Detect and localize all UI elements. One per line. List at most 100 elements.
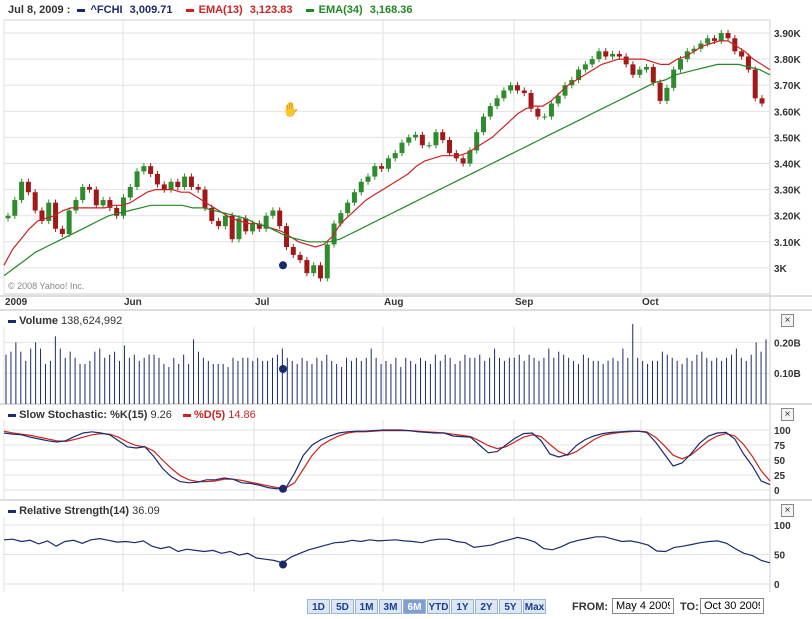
legend-symbol: ^FCHI — [90, 4, 123, 16]
to-date-input[interactable] — [700, 598, 764, 614]
hand-cursor-icon: ✋ — [282, 101, 300, 117]
candle-body — [46, 202, 52, 221]
range-button-max[interactable]: Max — [523, 599, 546, 614]
candle-body — [202, 189, 208, 208]
candle-body — [168, 181, 174, 190]
range-button-1m[interactable]: 1M — [355, 599, 378, 614]
candle-body — [263, 215, 269, 229]
candle-body — [528, 93, 534, 109]
candle-body — [725, 33, 731, 39]
range-button-3m[interactable]: 3M — [379, 599, 402, 614]
rsi-value: 36.09 — [132, 505, 160, 517]
stochastic-k-line — [3, 429, 771, 490]
candle-body — [474, 132, 480, 151]
price-y-tick-label: 3.50K — [774, 133, 801, 144]
stochastic-y-tick-label: 25 — [774, 471, 786, 482]
stochastic-marker-dot — [279, 484, 287, 493]
candle-body — [39, 210, 45, 221]
candle-body — [59, 228, 65, 234]
range-button-1d[interactable]: 1D — [307, 599, 330, 614]
candle-body — [664, 87, 670, 101]
rsi-marker-dot — [279, 560, 287, 569]
rsi-panel-title: Relative Strength(14) 36.09 — [8, 505, 160, 517]
price-y-tick-label: 3.80K — [774, 55, 801, 66]
candle-body — [12, 200, 18, 216]
candle-body — [195, 187, 201, 190]
ema34-line — [3, 63, 771, 277]
rsi-y-tick-label: 100 — [774, 521, 791, 532]
rsi-close-button[interactable]: × — [781, 504, 794, 517]
stochastic-y-tick-label: 100 — [774, 426, 791, 437]
candle-body — [691, 48, 697, 52]
candle-body — [236, 218, 242, 240]
range-button-5d[interactable]: 5D — [331, 599, 354, 614]
to-label: TO: — [680, 601, 699, 613]
candle-body — [256, 223, 262, 229]
candle-body — [148, 166, 154, 174]
symbol-legend-swatch — [77, 8, 86, 12]
candle-body — [222, 215, 228, 227]
candle-body — [413, 134, 419, 138]
price-y-tick-label: 3K — [774, 264, 788, 275]
stochastic-y-tick-label: 0 — [774, 486, 780, 497]
candle-body — [603, 51, 609, 57]
candle-body — [188, 176, 194, 188]
candle-body — [114, 207, 120, 216]
candle-body — [698, 43, 704, 49]
ema13-legend-swatch — [185, 8, 194, 12]
rsi-line — [3, 536, 771, 564]
price-y-tick-label: 3.60K — [774, 107, 801, 118]
candle-body — [514, 85, 520, 91]
candle-body — [447, 140, 453, 154]
candle-body — [501, 90, 507, 99]
candle-body — [718, 33, 724, 41]
volume-label: Volume — [19, 315, 58, 327]
candle-body — [277, 210, 283, 227]
range-button-6m[interactable]: 6M — [403, 599, 426, 614]
range-button-1y[interactable]: 1Y — [451, 599, 474, 614]
candle-body — [385, 158, 391, 169]
price-y-tick-label: 3.30K — [774, 186, 801, 197]
candle-body — [365, 176, 371, 182]
candle-body — [161, 184, 167, 190]
candle-body — [392, 153, 398, 159]
candle-body — [637, 69, 643, 75]
candle-body — [134, 171, 140, 188]
from-date-input[interactable] — [612, 598, 674, 614]
candle-body — [358, 181, 364, 193]
candle-body — [229, 215, 235, 240]
range-button-2y[interactable]: 2Y — [475, 599, 498, 614]
range-button-ytd[interactable]: YTD — [427, 599, 450, 614]
candle-body — [460, 158, 466, 164]
candle-body — [494, 98, 500, 107]
candle-body — [610, 53, 616, 57]
stochastic-d-line — [3, 430, 771, 489]
candle-body — [120, 197, 126, 216]
legend-ema13-label: EMA(13) — [198, 4, 243, 16]
candle-body — [107, 200, 113, 208]
stochastic-close-button[interactable]: × — [781, 408, 794, 421]
candle-body — [562, 85, 568, 96]
legend-date: Jul 8, 2009 : — [8, 4, 71, 16]
candle-body — [745, 56, 751, 70]
ema34-legend-swatch — [305, 8, 314, 12]
candle-body — [426, 145, 432, 147]
x-tick-label: Sep — [515, 297, 533, 308]
stochastic-y-tick-label: 75 — [774, 441, 786, 452]
candle-body — [345, 202, 351, 214]
candle-body — [317, 265, 323, 279]
candle-body — [372, 166, 378, 177]
candle-body — [100, 200, 106, 206]
volume-close-button[interactable]: × — [781, 314, 794, 327]
price-legend: Jul 8, 2009 : ^FCHI 3,009.71 EMA(13) 3,1… — [8, 4, 417, 16]
candle-body — [297, 254, 303, 261]
stoch-k-swatch — [8, 413, 16, 417]
candle-body — [141, 166, 147, 172]
range-button-5y[interactable]: 5Y — [499, 599, 522, 614]
x-tick-label: Aug — [384, 297, 403, 308]
rsi-y-tick-label: 50 — [774, 551, 786, 562]
volume-value: 138,624,992 — [61, 315, 123, 327]
candle-body — [379, 166, 385, 169]
candle-body — [535, 108, 541, 117]
